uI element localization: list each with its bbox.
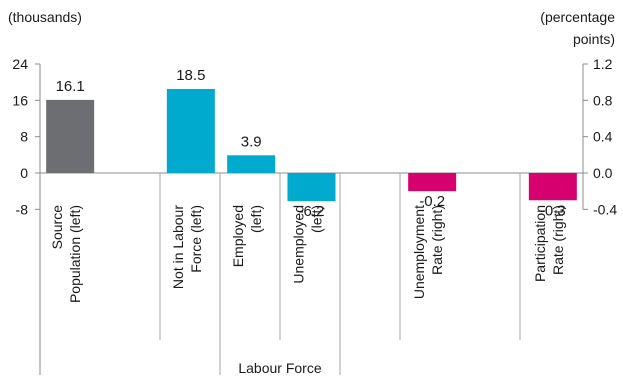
bar-value-label: -6.2 (299, 203, 325, 220)
bar-value-label: 18.5 (176, 67, 205, 84)
category-label: Unemployed (291, 205, 307, 284)
category-label: Rate (right) (550, 205, 566, 275)
right-tick-label: -0.4 (593, 201, 617, 217)
category-label: (left) (248, 205, 264, 233)
right-tick-label: 0.8 (593, 92, 613, 108)
bar-value-label: -0.3 (540, 202, 566, 219)
bar-value-label: 16.1 (56, 78, 85, 95)
left-tick-label: 0 (20, 165, 28, 181)
left-tick-label: 24 (12, 56, 28, 72)
group-label-labour-force: Labour Force (238, 360, 321, 376)
category-label: (left) (309, 205, 325, 233)
bar (287, 173, 336, 202)
left-axis-unit-label: (thousands) (8, 9, 82, 25)
bar (528, 173, 577, 201)
category-label: Not in Labour (170, 205, 186, 289)
category-label: Rate (right) (429, 205, 445, 275)
left-tick-label: -8 (16, 201, 29, 217)
category-label: Unemployment (411, 205, 427, 299)
right-axis-unit-label-line-2: points) (573, 31, 615, 47)
category-label: Participation (532, 205, 548, 282)
bar-value-label: 3.9 (241, 133, 262, 150)
left-tick-label: 16 (12, 92, 28, 108)
right-tick-label: 0.4 (593, 129, 613, 145)
bar (227, 155, 276, 173)
category-label: Employed (230, 205, 246, 267)
bar-value-label: -0.2 (419, 193, 445, 210)
right-axis-unit-label-line-1: (percentage (540, 9, 615, 25)
left-tick-label: 8 (20, 129, 28, 145)
right-tick-label: 1.2 (593, 56, 613, 72)
bar (408, 173, 457, 192)
category-label: Population (left) (67, 205, 83, 303)
right-tick-label: 0.0 (593, 165, 613, 181)
category-label: Source (49, 205, 65, 250)
bar (166, 88, 215, 173)
category-label: Force (left) (188, 205, 204, 273)
bar (46, 99, 95, 173)
